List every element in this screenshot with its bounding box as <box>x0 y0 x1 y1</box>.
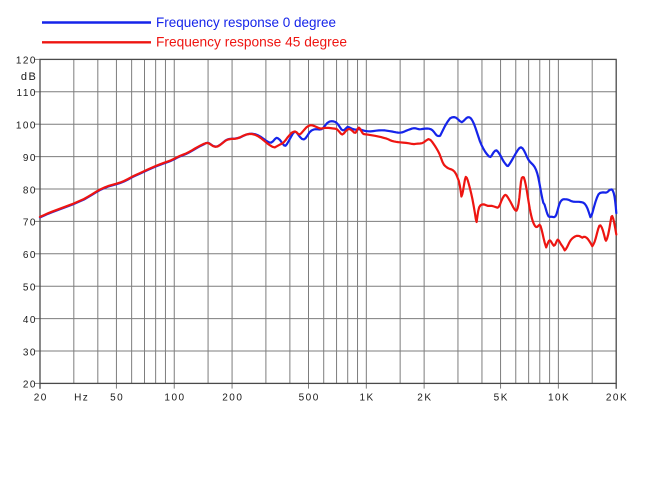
svg-text:2K: 2K <box>417 393 432 404</box>
svg-text:40: 40 <box>23 315 37 326</box>
svg-text:1K: 1K <box>359 393 374 404</box>
svg-text:10K: 10K <box>548 393 570 404</box>
svg-text:80: 80 <box>23 185 37 196</box>
svg-text:20: 20 <box>23 380 37 391</box>
svg-text:5K: 5K <box>494 393 509 404</box>
svg-text:dB: dB <box>21 71 37 83</box>
svg-text:120: 120 <box>16 56 37 67</box>
svg-text:70: 70 <box>23 218 37 229</box>
svg-text:20K: 20K <box>606 393 628 404</box>
svg-text:60: 60 <box>23 250 37 261</box>
svg-text:110: 110 <box>17 88 37 99</box>
svg-text:100: 100 <box>164 393 185 404</box>
svg-text:500: 500 <box>299 393 320 404</box>
svg-text:50: 50 <box>110 393 124 404</box>
svg-text:100: 100 <box>16 121 37 132</box>
svg-text:30: 30 <box>23 347 37 358</box>
svg-text:Hz: Hz <box>74 393 89 404</box>
svg-text:Frequency response 0 degree: Frequency response 0 degree <box>156 14 336 30</box>
svg-text:90: 90 <box>23 153 37 164</box>
svg-text:Frequency response 45 degree: Frequency response 45 degree <box>156 34 347 50</box>
svg-text:50: 50 <box>23 283 37 294</box>
svg-text:20: 20 <box>34 393 48 404</box>
svg-text:200: 200 <box>222 393 243 404</box>
